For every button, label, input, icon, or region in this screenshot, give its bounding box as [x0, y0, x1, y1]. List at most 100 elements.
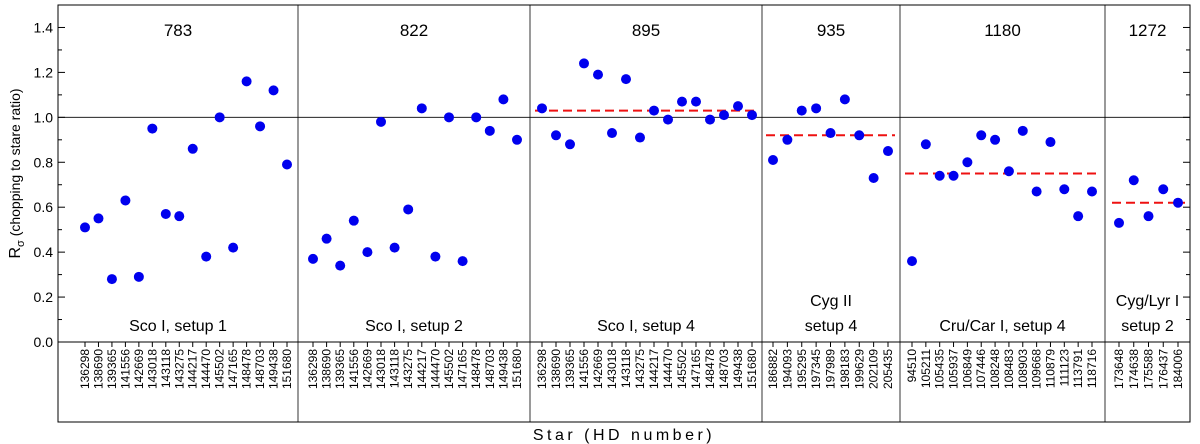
- x-tick-label: 139365: [563, 349, 577, 389]
- panel: 822 Sco I, setup 2 136298 138690 139365 14155…: [306, 21, 524, 389]
- x-tick-label: 138690: [91, 349, 105, 389]
- data-point: [187, 143, 198, 154]
- x-tick-label: 105937: [947, 349, 961, 389]
- data-point: [268, 85, 279, 96]
- x-tick-label: 136298: [306, 349, 320, 389]
- data-point: [705, 114, 715, 125]
- x-tick-label: 144470: [428, 349, 442, 389]
- panel-title: 822: [400, 21, 428, 40]
- data-point: [768, 155, 778, 166]
- x-tick-label: 108248: [988, 349, 1002, 389]
- x-tick-label: 143275: [633, 349, 647, 389]
- data-point: [471, 112, 482, 123]
- x-tick-label: 111123: [1057, 349, 1071, 387]
- x-tick-label: 147165: [456, 349, 470, 389]
- panel: 935 Cyg II setup 4 186882 194093 195295 197345…: [766, 21, 895, 389]
- x-tick-label: 94510: [905, 349, 919, 383]
- x-tick-label: 147165: [689, 349, 703, 389]
- data-point: [719, 110, 729, 121]
- x-tick-label: 174638: [1127, 349, 1141, 389]
- data-point: [948, 170, 959, 181]
- data-point: [854, 130, 865, 141]
- x-tick-label: 147165: [226, 349, 240, 389]
- data-point: [883, 146, 893, 157]
- data-point: [321, 233, 332, 244]
- data-point: [389, 242, 400, 253]
- plot-frame: [57, 4, 1191, 423]
- x-tick-label: 136298: [535, 349, 549, 389]
- data-point: [747, 110, 757, 121]
- data-point: [677, 96, 687, 107]
- x-tick-label: 144217: [647, 349, 661, 389]
- x-tick-label: 144217: [415, 349, 429, 389]
- panel-title: 1180: [984, 21, 1021, 40]
- data-point: [174, 211, 185, 222]
- x-tick-label: 109668: [1030, 349, 1044, 389]
- x-tick-label: 142669: [591, 349, 605, 389]
- data-point: [691, 96, 701, 107]
- data-point: [362, 247, 373, 258]
- data-point: [551, 130, 561, 141]
- x-tick-label: 148478: [703, 349, 717, 389]
- x-tick-label: 148703: [717, 349, 731, 389]
- data-point: [593, 69, 603, 80]
- x-tick-label: 176437: [1156, 349, 1170, 389]
- data-point: [241, 76, 252, 87]
- x-tick-label: 142669: [360, 349, 374, 389]
- data-point: [733, 101, 743, 112]
- x-tick-label: 118716: [1085, 349, 1099, 388]
- x-tick-label: 151680: [510, 349, 524, 389]
- panel-title: 1272: [1129, 21, 1167, 40]
- y-tick-label: 0.6: [34, 199, 54, 215]
- x-tick-label: 173648: [1112, 349, 1126, 389]
- x-tick-label: 141556: [347, 349, 361, 389]
- data-point: [825, 128, 836, 139]
- data-point: [228, 242, 239, 253]
- x-tick-label: 143118: [159, 349, 173, 388]
- x-tick-label: 175588: [1142, 349, 1156, 389]
- data-point: [133, 271, 144, 282]
- x-tick-label: 197989: [824, 349, 838, 389]
- x-tick-label: 143275: [401, 349, 415, 389]
- data-point: [348, 215, 359, 226]
- data-point: [579, 58, 589, 69]
- x-tick-label: 144470: [661, 349, 675, 389]
- data-point: [498, 94, 509, 105]
- data-point: [484, 125, 495, 136]
- panel: 1272 Cyg/Lyr I setup 2 173648 174638 175588 17…: [1112, 21, 1185, 389]
- data-point: [282, 159, 292, 170]
- panel-label: setup 4: [805, 318, 858, 335]
- data-point: [976, 130, 987, 141]
- x-axis-label: Star (HD number): [533, 427, 715, 444]
- data-point: [663, 114, 673, 125]
- data-point: [80, 222, 90, 233]
- data-point: [1073, 211, 1084, 222]
- data-point: [537, 103, 547, 114]
- data-point: [1045, 137, 1056, 148]
- x-tick-label: 141556: [577, 349, 591, 389]
- data-point: [147, 123, 158, 134]
- panel: 895 Sco I, setup 4 136298 138690 139365 14155…: [535, 21, 759, 389]
- panel-label: Sco I, setup 1: [129, 318, 227, 335]
- data-point: [962, 157, 973, 168]
- x-tick-label: 186882: [766, 349, 780, 389]
- data-point: [457, 256, 468, 267]
- x-tick-label: 148703: [253, 349, 267, 389]
- y-tick-label: 0.2: [34, 289, 54, 305]
- x-tick-label: 105211: [919, 349, 933, 388]
- panel-title: 935: [817, 21, 845, 40]
- x-tick-label: 143275: [172, 349, 186, 389]
- panel: 783 Sco I, setup 1 136298 138690 139365 14155…: [78, 21, 294, 389]
- data-point: [201, 251, 212, 262]
- y-tick-label: 0.8: [34, 154, 54, 170]
- data-point: [308, 253, 318, 264]
- data-point: [782, 134, 793, 145]
- panel-title: 895: [632, 21, 660, 40]
- x-tick-label: 144217: [186, 349, 200, 389]
- x-tick-label: 144470: [199, 349, 213, 389]
- data-point: [1031, 186, 1042, 197]
- y-axis-label-main: R: [7, 247, 24, 259]
- x-tick-label: 197345: [809, 349, 823, 389]
- x-tick-label: 148703: [483, 349, 497, 389]
